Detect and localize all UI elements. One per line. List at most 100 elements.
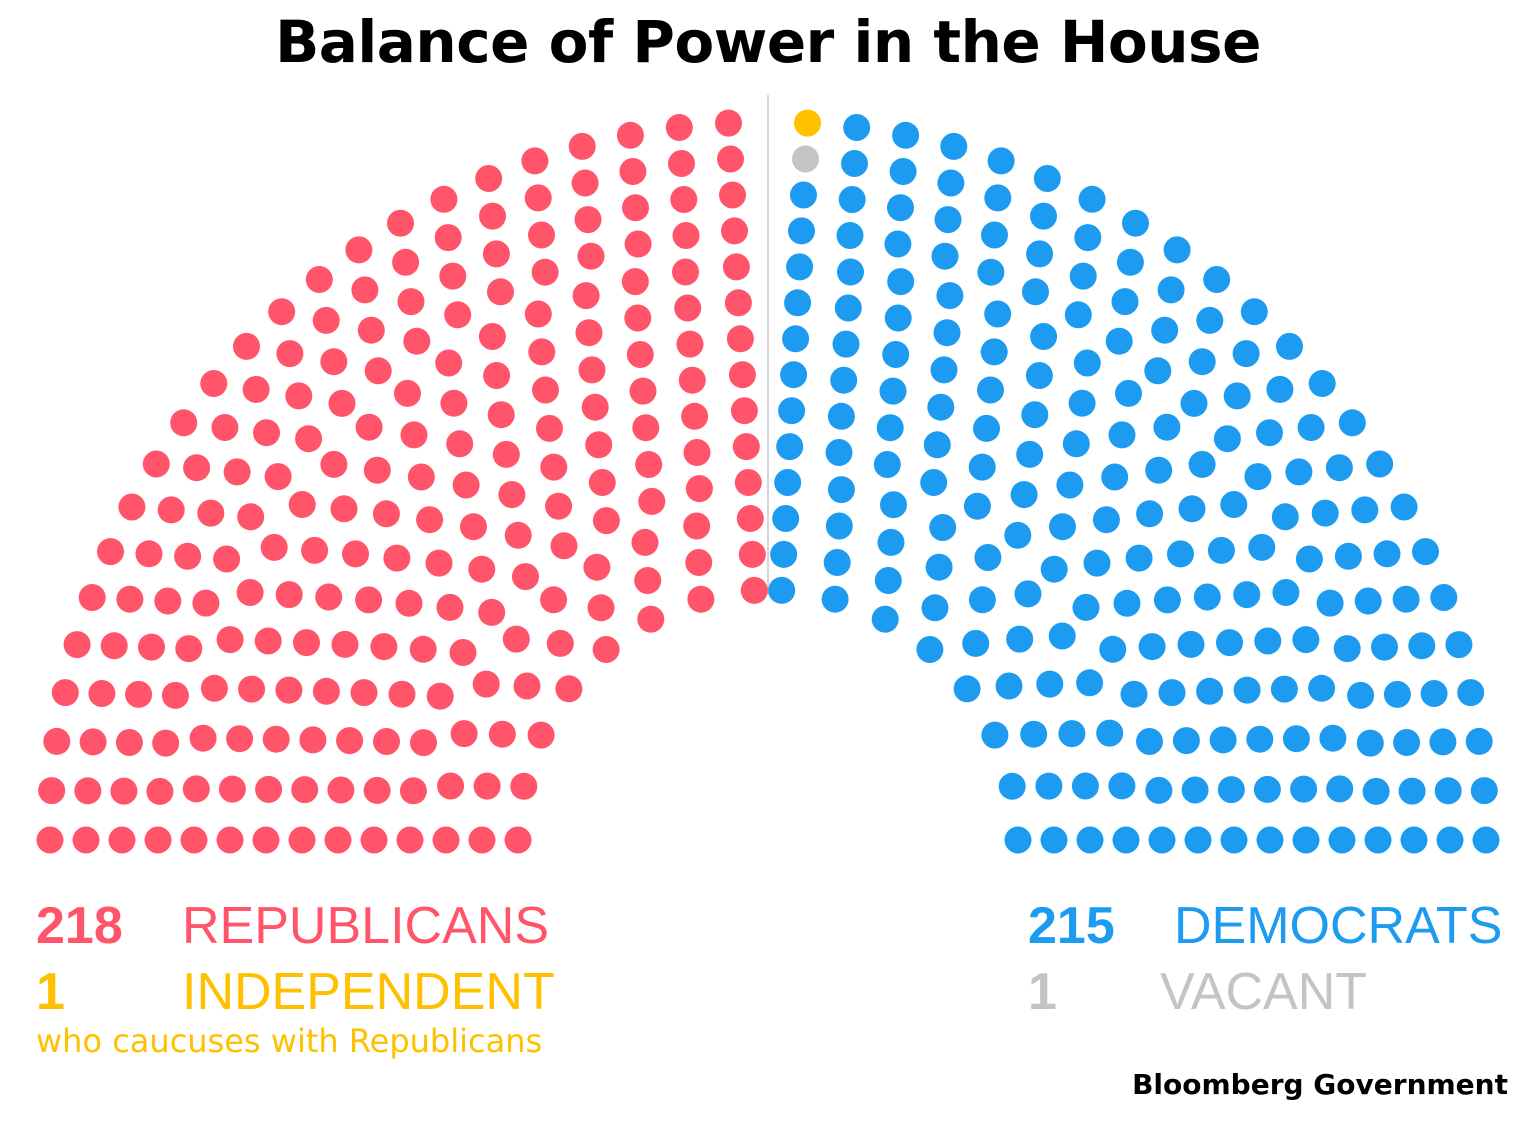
seat-republican (416, 506, 444, 534)
seat-republican (479, 202, 506, 230)
seat-republican (238, 675, 266, 703)
seat-democrat (1125, 544, 1153, 572)
seat-republican (355, 413, 383, 441)
seat-republican (546, 629, 574, 657)
seat-democrat (1333, 635, 1361, 663)
seat-republican (301, 536, 329, 564)
seat-republican (524, 184, 552, 212)
legend-independent-label: INDEPENDENT (182, 962, 555, 1022)
seat-republican (97, 538, 124, 566)
seat-republican (587, 594, 615, 622)
seat-republican (717, 145, 744, 173)
seat-democrat (1136, 728, 1163, 755)
seat-republican (578, 356, 606, 384)
seat-republican (363, 456, 391, 484)
seat-republican (118, 493, 146, 521)
seat-republican (585, 431, 613, 459)
seat-republican (330, 495, 358, 523)
seat-republican (450, 720, 478, 748)
seat-democrat (921, 594, 949, 622)
republicans-count: 218 (36, 897, 123, 955)
seat-republican (403, 327, 431, 355)
seat-democrat (768, 576, 796, 604)
seat-republican (531, 258, 559, 286)
seat-democrat (1188, 348, 1216, 376)
seat-democrat (1254, 627, 1282, 655)
seat-democrat (1040, 826, 1068, 854)
seat-republican (200, 370, 228, 397)
seat-democrat (1266, 375, 1294, 403)
seat-democrat (1209, 726, 1237, 754)
seat-republican (726, 325, 754, 353)
seat-democrat (843, 114, 871, 141)
legend-democrats-label: DEMOCRATS (1174, 896, 1502, 956)
seat-democrat (1006, 625, 1034, 653)
seat-republican (439, 262, 467, 290)
seat-republican (435, 349, 463, 377)
seat-republican (734, 469, 762, 496)
seat-democrat (937, 169, 965, 197)
seat-republican (504, 521, 532, 549)
seat-democrat (776, 433, 804, 461)
seat-republican (730, 397, 758, 425)
seat-republican (536, 414, 563, 442)
seat-democrat (1112, 826, 1140, 854)
seat-republican (264, 463, 292, 491)
seat-republican (581, 393, 609, 421)
seat-republican (138, 633, 165, 661)
seat-democrat (973, 414, 1000, 442)
seat-democrat (1445, 631, 1473, 659)
seat-republican (211, 414, 239, 441)
seat-democrat (1470, 777, 1498, 805)
seat-republican (360, 826, 388, 854)
seat-republican (492, 440, 520, 468)
seat-democrat (1069, 262, 1097, 290)
seat-republican (116, 585, 144, 613)
seat-republican (200, 674, 228, 702)
seat-democrat (963, 492, 991, 520)
seat-republican (685, 549, 713, 576)
seat-democrat (1308, 674, 1336, 702)
seat-republican (410, 729, 437, 757)
seat-republican (432, 826, 460, 854)
seat-democrat (1362, 777, 1390, 805)
seat-democrat (1282, 725, 1310, 753)
seat-republican (288, 826, 316, 854)
seat-republican (524, 300, 552, 328)
seat-democrat (786, 253, 814, 281)
seat-republican (364, 357, 392, 385)
seat-republican (154, 587, 182, 615)
seat-republican (355, 586, 383, 614)
seat-republican (383, 544, 411, 572)
seat-republican (681, 402, 709, 430)
seat-democrat (1144, 357, 1172, 385)
seat-republican (668, 150, 695, 177)
seat-republican (295, 425, 323, 453)
seat-democrat (1016, 440, 1044, 468)
seat-republican (387, 209, 414, 237)
seat-democrat (838, 186, 866, 213)
seat-republican (683, 512, 711, 540)
legend-independent: 1 (36, 962, 65, 1022)
seat-republican (678, 366, 706, 394)
seat-democrat (873, 451, 901, 478)
seat-republican (676, 330, 704, 358)
seat-republican (51, 679, 79, 707)
seat-democrat (936, 282, 964, 310)
seat-republican (233, 332, 260, 360)
seat-republican (624, 304, 652, 332)
seat-republican (305, 266, 333, 293)
seat-democrat (1083, 549, 1111, 577)
seat-republican (351, 276, 379, 304)
seat-democrat (968, 453, 996, 481)
seat-democrat (984, 184, 1012, 212)
seat-democrat (1078, 185, 1106, 213)
seat-republican (478, 598, 506, 626)
seat-republican (434, 224, 462, 252)
seat-democrat (1232, 340, 1260, 368)
seat-republican (315, 583, 343, 611)
seat-democrat (1316, 589, 1344, 617)
seat-republican (460, 513, 487, 541)
seat-democrat (782, 325, 810, 353)
seat-republican (571, 169, 599, 197)
